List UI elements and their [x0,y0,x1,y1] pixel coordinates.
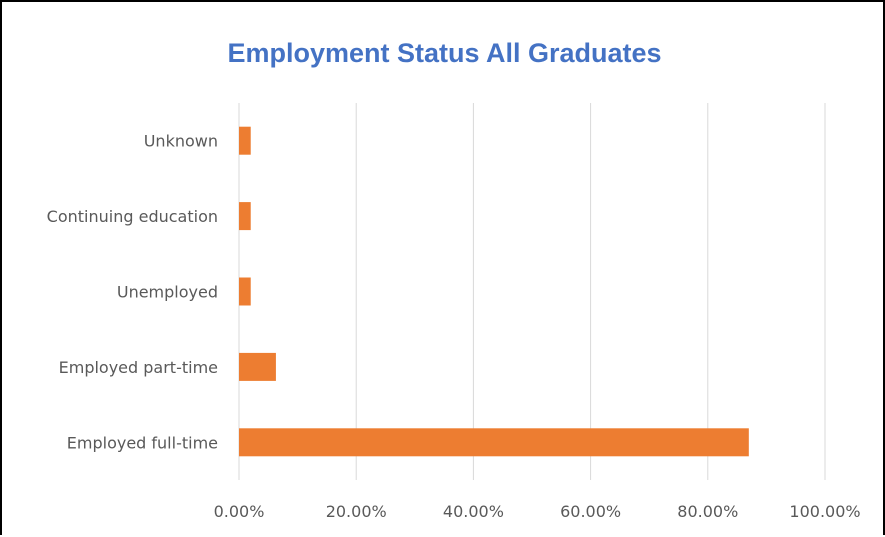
bar-unemployed [239,277,251,306]
x-tick-label: 100.00% [789,502,860,521]
bar-unknown [239,126,251,155]
category-label: Unemployed [117,283,218,302]
category-label: Unknown [144,132,218,151]
bar-employed-part-time [239,352,276,381]
x-tick-label: 80.00% [677,502,738,521]
x-tick-label: 0.00% [214,502,265,521]
category-label: Employed part-time [59,358,218,377]
chart-title: Employment Status All Graduates [227,38,662,68]
bar-employed-full-time [239,428,749,457]
category-label: Continuing education [47,207,218,226]
x-tick-label: 40.00% [443,502,504,521]
bar-continuing-education [239,202,251,231]
x-tick-label: 20.00% [326,502,387,521]
category-label: Employed full-time [67,433,218,452]
x-tick-label: 60.00% [560,502,621,521]
